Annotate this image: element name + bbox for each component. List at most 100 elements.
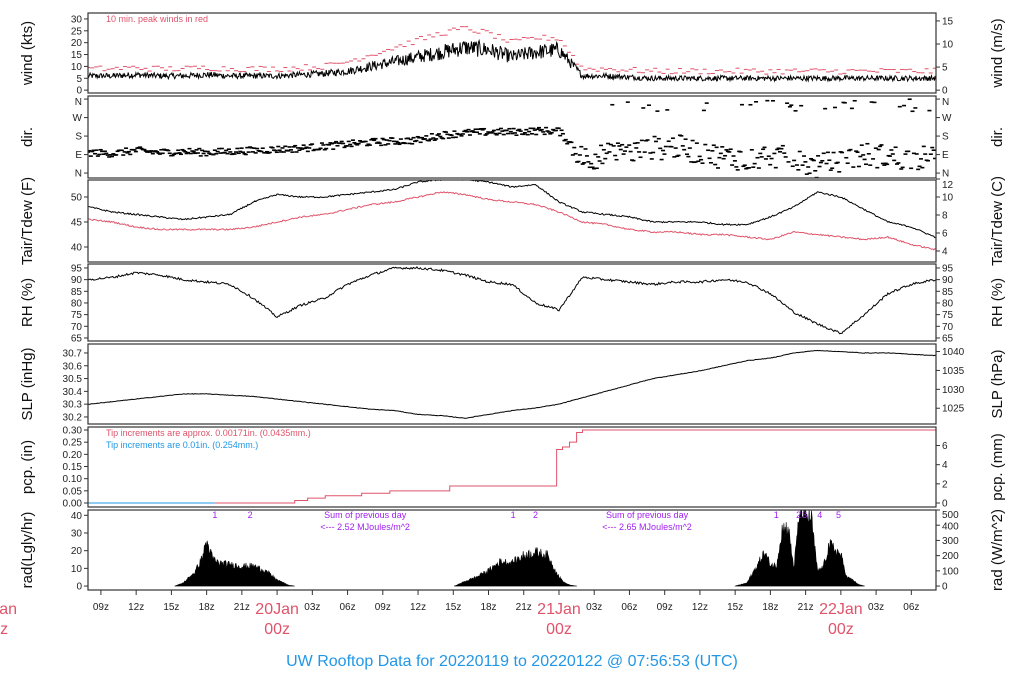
left-tick-label: 30.4 bbox=[63, 387, 83, 398]
x-tick-label: 12z bbox=[410, 602, 426, 613]
right-tick-label: 95 bbox=[942, 263, 954, 274]
radiation-area bbox=[453, 547, 577, 587]
radiation-hour-marker: 2 bbox=[533, 510, 538, 520]
right-tick-label: 70 bbox=[942, 322, 954, 333]
right-tick-label: 5 bbox=[942, 63, 948, 74]
dir-left-axis-label: dir. bbox=[19, 127, 36, 147]
chart-title: UW Rooftop Data for 20220119 to 20220122… bbox=[286, 653, 738, 670]
radiation-area bbox=[734, 510, 866, 587]
slp-right-axis-label: SLP (hPa) bbox=[989, 350, 1006, 419]
left-tick-label: 30.6 bbox=[63, 361, 83, 372]
right-tick-label: 12 bbox=[942, 180, 954, 191]
right-tick-label: 1035 bbox=[942, 366, 965, 377]
x-tick-label: 03z bbox=[868, 602, 884, 613]
pcp-right-axis-label: pcp. (mm) bbox=[989, 433, 1006, 501]
radiation-hour-marker: 5 bbox=[836, 510, 841, 520]
x-tick-label: 21z bbox=[516, 602, 532, 613]
right-tick-label: 1030 bbox=[942, 385, 965, 396]
x-tick-label: 18z bbox=[762, 602, 778, 613]
left-tick-label: 30.7 bbox=[63, 348, 83, 359]
right-tick-label: S bbox=[942, 132, 949, 143]
right-tick-label: 0 bbox=[942, 86, 948, 97]
right-tick-label: N bbox=[942, 97, 949, 108]
right-tick-label: 4 bbox=[942, 460, 948, 471]
dir-frame bbox=[87, 95, 937, 179]
rh-series-relative-humidity bbox=[88, 266, 936, 335]
right-tick-label: 4 bbox=[942, 247, 948, 258]
x-day-label: 20Jan bbox=[255, 601, 299, 618]
panel-slp: 30.230.3 30.4 30.5 30.6 30.7 1025 1030 1035 1040… bbox=[19, 343, 1006, 425]
right-tick-label: 200 bbox=[942, 551, 959, 562]
left-tick-label: 10 bbox=[71, 564, 83, 575]
radiation-hour-marker: 3 bbox=[802, 510, 807, 520]
daily-sum-label: Sum of previous day bbox=[324, 510, 407, 520]
rh-frame bbox=[87, 263, 937, 342]
pcp-plot-area bbox=[88, 429, 936, 504]
x-tick-label: 12z bbox=[128, 602, 144, 613]
precip-step-line bbox=[214, 429, 936, 504]
right-tick-label: 500 bbox=[942, 510, 959, 521]
temp-plot-area bbox=[88, 180, 936, 251]
wind-frame bbox=[87, 12, 937, 94]
left-tick-label: 45 bbox=[71, 218, 83, 229]
x-tick-label: 09z bbox=[93, 602, 109, 613]
right-tick-label: N bbox=[942, 169, 949, 180]
left-tick-label: 40 bbox=[71, 243, 83, 254]
dir-right-axis-label: dir. bbox=[989, 127, 1006, 147]
rad-plot-area bbox=[174, 510, 866, 587]
panel-wind: 10 min. peak winds in red051015202530051… bbox=[19, 12, 1006, 97]
rad-left-axis-label: rad(Lgly/hr) bbox=[19, 512, 36, 589]
left-tick-label: 10 bbox=[71, 62, 83, 73]
temp-series-Tdew bbox=[88, 191, 936, 251]
left-tick-label: 20 bbox=[71, 546, 83, 557]
rh-left-axis-label: RH (%) bbox=[19, 278, 36, 327]
right-tick-label: 6 bbox=[942, 441, 948, 452]
right-tick-label: 0 bbox=[942, 498, 948, 509]
x-tick-label: 12z bbox=[692, 602, 708, 613]
left-tick-label: 95 bbox=[71, 263, 83, 274]
wind-series-wind-speed bbox=[88, 38, 936, 83]
left-tick-label: 30.3 bbox=[63, 400, 83, 411]
x-day-label: 19Jan bbox=[0, 601, 17, 618]
left-tick-label: 80 bbox=[71, 298, 83, 309]
right-tick-label: 90 bbox=[942, 275, 954, 286]
slp-plot-area bbox=[88, 349, 936, 419]
x-tick-label: 06z bbox=[340, 602, 356, 613]
slp-left-axis-label: SLP (inHg) bbox=[19, 347, 36, 420]
x-day-hour-label: 00z bbox=[264, 621, 290, 638]
left-tick-label: 25 bbox=[71, 26, 83, 37]
x-tick-label: 03z bbox=[586, 602, 602, 613]
left-tick-label: 30.2 bbox=[63, 412, 83, 423]
precip-note: Tip increments are approx. 0.00171in. (0… bbox=[106, 428, 311, 438]
radiation-hour-marker: 1 bbox=[774, 510, 779, 520]
x-day-label: 22Jan bbox=[819, 601, 863, 618]
slp-frame bbox=[87, 343, 937, 425]
pcp-left-axis-label: pcp. (in) bbox=[19, 440, 36, 494]
wind-right-axis-label: wind (m/s) bbox=[989, 18, 1006, 88]
x-tick-label: 15z bbox=[163, 602, 179, 613]
wind-left-axis-label: wind (kts) bbox=[19, 21, 36, 86]
dir-plot-area bbox=[88, 98, 936, 178]
left-tick-label: 0 bbox=[76, 582, 82, 593]
precip-note: Tip increments are 0.01in. (0.254mm.) bbox=[106, 440, 258, 450]
daily-sum-value: <--- 2.52 MJoules/m^2 bbox=[320, 522, 410, 532]
radiation-area bbox=[174, 540, 295, 587]
x-tick-label: 03z bbox=[304, 602, 320, 613]
left-tick-label: 30 bbox=[71, 14, 83, 25]
right-tick-label: 65 bbox=[942, 333, 954, 344]
left-tick-label: 50 bbox=[71, 193, 83, 204]
right-tick-label: E bbox=[942, 150, 949, 161]
right-tick-label: 80 bbox=[942, 298, 954, 309]
left-tick-label: 85 bbox=[71, 287, 83, 298]
left-tick-label: 40 bbox=[71, 511, 83, 522]
left-tick-label: N bbox=[75, 169, 82, 180]
left-tick-label: 0.00 bbox=[63, 498, 83, 509]
daily-sum-value: <--- 2.65 MJoules/m^2 bbox=[602, 522, 692, 532]
panel-temp: 40 45 50 4 6 8 10 12 Tair/Tdew (F) Tair/Tdew (C) bbox=[19, 176, 1006, 266]
panel-pcp: Tip increments are approx. 0.00171in. (0… bbox=[19, 426, 1006, 510]
x-day-label: 21Jan bbox=[537, 601, 581, 618]
daily-sum-label: Sum of previous day bbox=[606, 510, 689, 520]
right-tick-label: 85 bbox=[942, 287, 954, 298]
x-tick-label: 18z bbox=[480, 602, 496, 613]
